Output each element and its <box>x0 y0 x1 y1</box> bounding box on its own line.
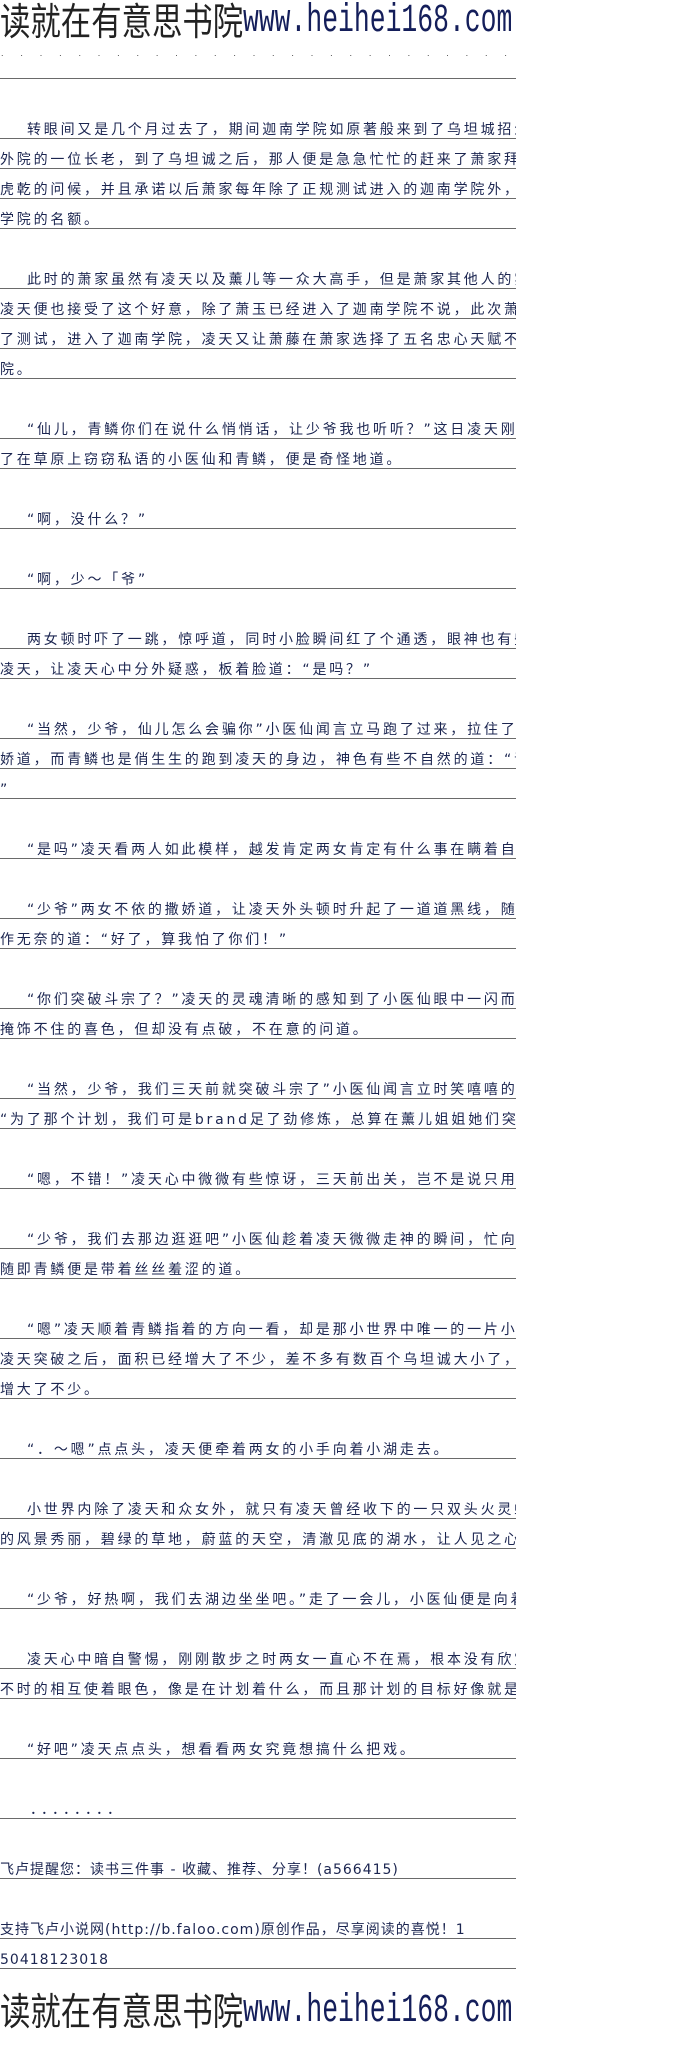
paragraph-line: 不时的相互使着眼色，像是在计划着什么，而且那计划的目标好像就是自己。 <box>0 1669 516 1699</box>
paragraph-line: 凌天突破之后，面积已经增大了不少，差不多有数百个乌坦诚大小了，随之而来的那小湖也… <box>0 1339 516 1369</box>
paragraph-line: “当然，少爷，仙儿怎么会骗你”小医仙闻言立马跑了过来，拉住了凌天的一只手臂，撒 <box>0 709 516 739</box>
paragraph-line: “少爷，好热啊，我们去湖边坐坐吧。”走了一会儿，小医仙便是向着凌天撒娇道。 <box>0 1579 516 1609</box>
paragraph-line: “嗯”凌天顺着青鳞指着的方向一看，却是那小世界中唯一的一片小湖，如今的小世界在 <box>0 1309 516 1339</box>
paragraph-line: 学院的名额。 <box>0 199 516 229</box>
banner-site-url[interactable]: www.heihei168.com <box>243 0 513 44</box>
paragraph-line: 娇道，而青鳞也是俏生生的跑到凌天的身边，神色有些不自然的道：“青鳞也不会骗少爷的… <box>0 739 516 769</box>
support-text-line: 支持飞卢小说网(http://b.faloo.com)原创作品，尽享阅读的喜悦！… <box>0 1909 516 1939</box>
paragraph-line: “啊，少～「爷” <box>0 559 516 589</box>
paragraph-line: 掩饰不住的喜色，但却没有点破，不在意的问道。 <box>0 1009 516 1039</box>
paragraph-line: 凌天，让凌天心中分外疑惑，板着脸道：“是吗？” <box>0 649 516 679</box>
paragraph-line: “嗯，不错！”凌天心中微微有些惊讶，三天前出关，岂不是说只用了两天就突破了！ <box>0 1159 516 1189</box>
paragraph: 凌天心中暗自警惕，刚刚散步之时两女一直心不在焉，根本没有欣赏周围的风景，而且还不… <box>0 1639 516 1699</box>
garbled-header-row: ˙ ˙ ˙ ˙ ˙ ˙ ˙ ˙ ˙ ˙ ˙ ˙ ˙ ˙ ˙ ˙ ˙ ˙ ˙ ˙ … <box>0 49 516 79</box>
paragraph-line: “仙儿，青鳞你们在说什么悄悄话，让少爷我也听听？”这日凌天刚刚闭关出来，就看到 <box>0 409 516 439</box>
paragraph: 小世界内除了凌天和众女外，就只有凌天曾经收下的一只双头火灵蛇，所以整个小世界内的… <box>0 1489 516 1549</box>
paragraph: 转眼间又是几个月过去了，期间迦南学院如原著般来到了乌坦城招生，负责招生的是当初外… <box>0 109 516 229</box>
paragraph: “．～嗯”点点头，凌天便牵着两女的小手向着小湖走去。 <box>0 1429 516 1459</box>
paragraph: “当然，少爷，仙儿怎么会骗你”小医仙闻言立马跑了过来，拉住了凌天的一只手臂，撒娇… <box>0 709 516 799</box>
paragraph: 此时的萧家虽然有凌天以及薰儿等一众大高手，但是萧家其他人的实力却是菜得很，所以凌… <box>0 259 516 379</box>
paragraph-line: “你们突破斗宗了？”凌天的灵魂清晰的感知到了小医仙眼中一闪而逝的狡黠和青鳞眼中 <box>0 979 516 1009</box>
paragraph: “嗯，不错！”凌天心中微微有些惊讶，三天前出关，岂不是说只用了两天就突破了！ <box>0 1159 516 1189</box>
paragraph-line: ” <box>0 769 516 799</box>
ellipsis-dots: ．．．．．．．． <box>0 1789 516 1819</box>
reminder-note: 飞卢提醒您：读书三件事 - 收藏、推荐、分享！(a566415) <box>0 1849 516 1879</box>
paragraph-line: 作无奈的道：“好了，算我怕了你们！” <box>0 919 516 949</box>
paragraph-line: 的风景秀丽，碧绿的草地，蔚蓝的天空，清澈见底的湖水，让人见之心旷神(吗吗的)怡。 <box>0 1519 516 1549</box>
banner-site-name: 读就在有意思书院 <box>0 0 244 44</box>
paragraph-line: “．～嗯”点点头，凌天便牵着两女的小手向着小湖走去。 <box>0 1429 516 1459</box>
paragraph-line: 院。 <box>0 349 516 379</box>
paragraph-line: 虎乾的问候，并且承诺以后萧家每年除了正规测试进入的迦南学院外，额外还有五个进入迦… <box>0 169 516 199</box>
paragraph: “当然，少爷，我们三天前就突破斗宗了”小医仙闻言立时笑嘻嘻的道，心中却是暗道：“… <box>0 1069 516 1129</box>
paragraph: “啊，少～「爷” <box>0 559 516 589</box>
paragraph: 两女顿时吓了一跳，惊呼道，同时小脸瞬间红了个通透，眼神也有些闪烁，低着头不敢看凌… <box>0 619 516 679</box>
site-banner-bottom: 读就在有意思书院 www.heihei168.com <box>0 1990 516 2034</box>
paragraph-line: “啊，没什么？” <box>0 499 516 529</box>
paragraph-line: “是吗”凌天看两人如此模样，越发肯定两女肯定有什么事在瞒着自己。 <box>0 829 516 859</box>
paragraph-line: 转眼间又是几个月过去了，期间迦南学院如原著般来到了乌坦城招生，负责招生的是当初 <box>0 109 516 139</box>
chapter-content: ˙ ˙ ˙ ˙ ˙ ˙ ˙ ˙ ˙ ˙ ˙ ˙ ˙ ˙ ˙ ˙ ˙ ˙ ˙ ˙ … <box>0 49 516 1969</box>
paragraph-line: 了测试，进入了迦南学院，凌天又让萧藤在萧家选择了五名忠心天赋不错的少年进入了迦南… <box>0 319 516 349</box>
paragraph-line: “当然，少爷，我们三天前就突破斗宗了”小医仙闻言立时笑嘻嘻的道，心中却是暗道： <box>0 1069 516 1099</box>
paragraph-line: “好吧”凌天点点头，想看看两女究竟想搞什么把戏。 <box>0 1729 516 1759</box>
site-banner-top: 读就在有意思书院 www.heihei168.com <box>0 0 516 44</box>
paragraph-line: “少爷”两女不依的撒娇道，让凌天外头顿时升起了一道道黑线，随即便也不再追问，装 <box>0 889 516 919</box>
paragraph: “好吧”凌天点点头，想看看两女究竟想搞什么把戏。 <box>0 1729 516 1759</box>
paragraph: “你们突破斗宗了？”凌天的灵魂清晰的感知到了小医仙眼中一闪而逝的狡黠和青鳞眼中掩… <box>0 979 516 1039</box>
paragraph-line: “少爷，我们去那边逛逛吧”小医仙趁着凌天微微走神的瞬间，忙向着青鳞使了个眼神， <box>0 1219 516 1249</box>
paragraph-line: 凌天心中暗自警惕，刚刚散步之时两女一直心不在焉，根本没有欣赏周围的风景，而且还 <box>0 1639 516 1669</box>
paragraph-line: 凌天便也接受了这个好意，除了萧玉已经进入了迦南学院不说，此次萧媚和萧宁凭借天赋通… <box>0 289 516 319</box>
paragraph: “嗯”凌天顺着青鳞指着的方向一看，却是那小世界中唯一的一片小湖，如今的小世界在凌… <box>0 1309 516 1399</box>
paragraph-line: 小世界内除了凌天和众女外，就只有凌天曾经收下的一只双头火灵蛇，所以整个小世界内 <box>0 1489 516 1519</box>
paragraph-line: “为了那个计划，我们可是brand足了劲修炼，总算在薰儿姐姐她们突破前出关了。” <box>0 1099 516 1129</box>
paragraph: “是吗”凌天看两人如此模样，越发肯定两女肯定有什么事在瞒着自己。 <box>0 829 516 859</box>
ellipsis-paragraph: ．．．．．．．． <box>0 1789 516 1819</box>
reminder-text: 飞卢提醒您：读书三件事 - 收藏、推荐、分享！(a566415) <box>0 1849 516 1879</box>
paragraph-line: 两女顿时吓了一跳，惊呼道，同时小脸瞬间红了个通透，眼神也有些闪烁，低着头不敢看 <box>0 619 516 649</box>
paragraph-line: 随即青鳞便是带着丝丝羞涩的道。 <box>0 1249 516 1279</box>
paragraph: “少爷，好热啊，我们去湖边坐坐吧。”走了一会儿，小医仙便是向着凌天撒娇道。 <box>0 1579 516 1609</box>
paragraph-list: 转眼间又是几个月过去了，期间迦南学院如原著般来到了乌坦城招生，负责招生的是当初外… <box>0 109 516 1759</box>
banner-site-url[interactable]: www.heihei168.com <box>243 1990 513 2034</box>
paragraph: “少爷，我们去那边逛逛吧”小医仙趁着凌天微微走神的瞬间，忙向着青鳞使了个眼神，随… <box>0 1219 516 1279</box>
paragraph-line: 增大了不少。 <box>0 1369 516 1399</box>
paragraph-line: 了在草原上窃窃私语的小医仙和青鳞，便是奇怪地道。 <box>0 439 516 469</box>
paragraph: “少爷”两女不依的撒娇道，让凌天外头顿时升起了一道道黑线，随即便也不再追问，装作… <box>0 889 516 949</box>
banner-site-name: 读就在有意思书院 <box>0 1990 244 2034</box>
paragraph-line: 外院的一位长老，到了乌坦诚之后，那人便是急急忙忙的赶来了萧家拜会凌天，带来了苏千… <box>0 139 516 169</box>
support-text-line: 50418123018 <box>0 1939 516 1969</box>
paragraph: “仙儿，青鳞你们在说什么悄悄话，让少爷我也听听？”这日凌天刚刚闭关出来，就看到了… <box>0 409 516 469</box>
support-note: 支持飞卢小说网(http://b.faloo.com)原创作品，尽享阅读的喜悦！… <box>0 1909 516 1969</box>
paragraph-line: 此时的萧家虽然有凌天以及薰儿等一众大高手，但是萧家其他人的实力却是菜得很，所以 <box>0 259 516 289</box>
paragraph: “啊，没什么？” <box>0 499 516 529</box>
